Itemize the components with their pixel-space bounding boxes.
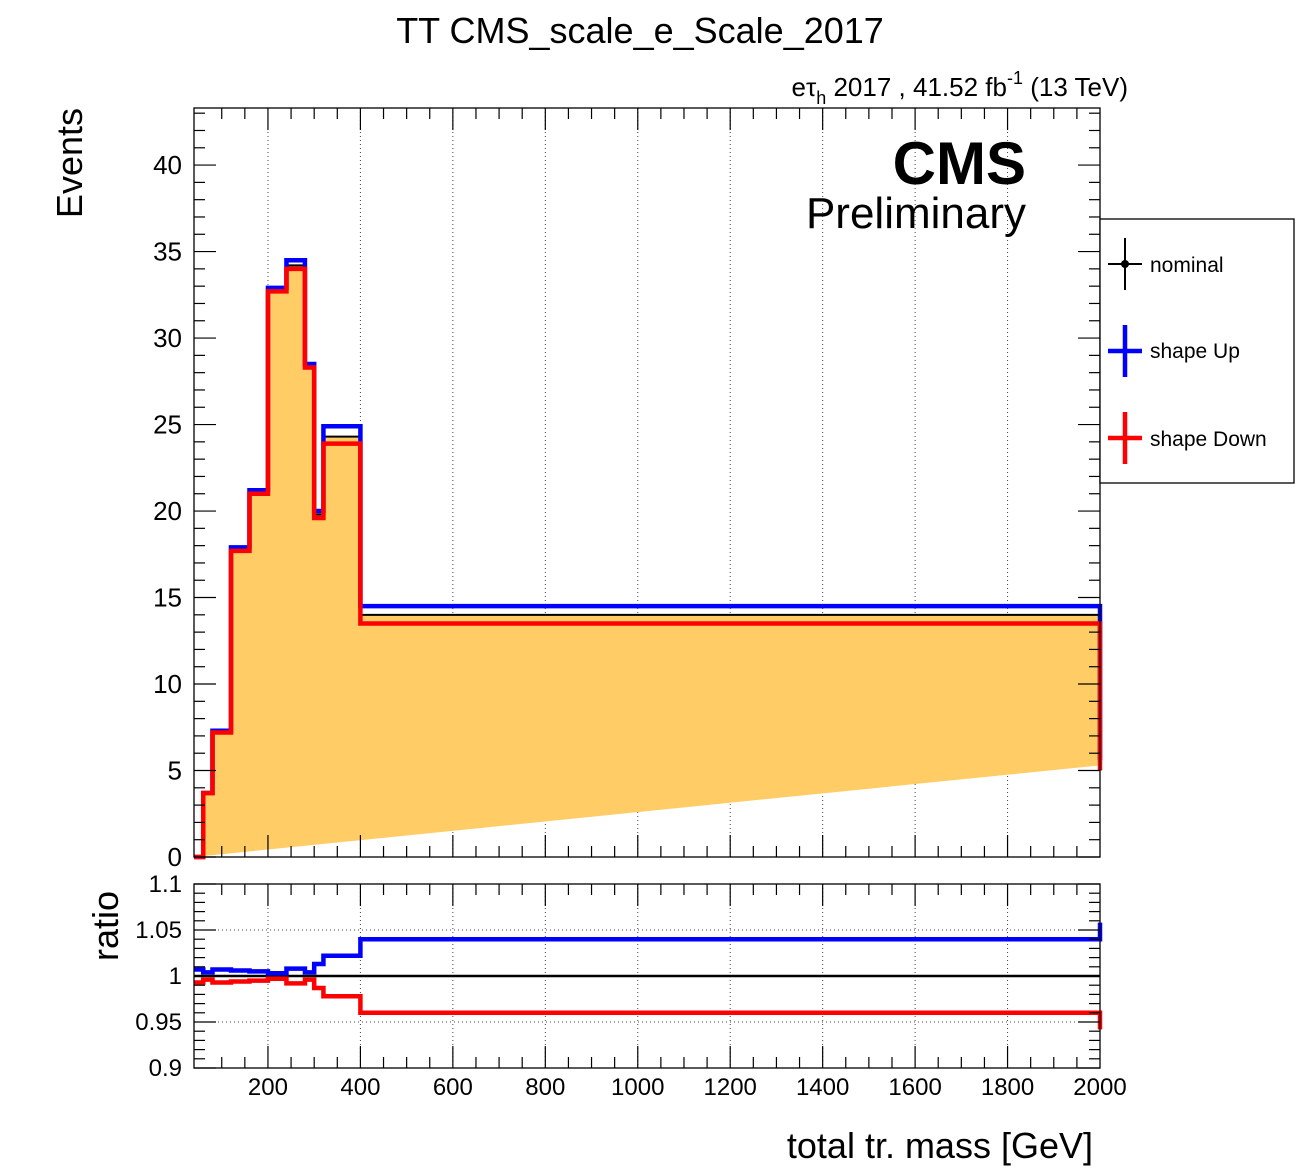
legend-entry-up: shape Up (1108, 325, 1240, 377)
y-tick-label: 35 (153, 237, 182, 267)
legend-entry-down: shape Down (1108, 412, 1267, 464)
preliminary-label: Preliminary (806, 189, 1026, 238)
x-tick-label: 1800 (981, 1074, 1034, 1101)
ratio-shape-down (194, 976, 1103, 1030)
x-tick-label: 1200 (704, 1074, 757, 1101)
ratio-y-tick-label: 0.9 (149, 1055, 182, 1082)
ratio-y-axis-title: ratio (85, 891, 126, 961)
legend-label-nominal: nominal (1150, 254, 1224, 277)
ratio-y-tick-label: 1 (169, 963, 182, 990)
x-tick-label: 1000 (611, 1074, 664, 1101)
chart-title: TT CMS_scale_e_Scale_2017 (396, 10, 884, 51)
legend-entry-nominal: nominal (1108, 238, 1224, 290)
cms-label: CMS (893, 130, 1026, 197)
x-tick-label: 2000 (1073, 1074, 1126, 1101)
x-tick-label: 400 (340, 1074, 380, 1101)
x-axis-title: total tr. mass [GeV] (787, 1125, 1093, 1166)
nominal-histogram-fill (194, 265, 1100, 857)
ratio-y-tick-label: 0.95 (135, 1009, 182, 1036)
y-tick-label: 10 (153, 669, 182, 699)
x-tick-label: 1400 (796, 1074, 849, 1101)
y-tick-label: 40 (153, 150, 182, 180)
shape-down-histogram (194, 266, 1103, 860)
y-tick-label: 30 (153, 323, 182, 353)
x-tick-label: 1600 (888, 1074, 941, 1101)
legend-label-down: shape Down (1150, 428, 1267, 451)
y-tick-label: 20 (153, 496, 182, 526)
main-plot-area: 0 5 10 15 20 25 30 35 40 CMS Preliminary Events (49, 107, 1103, 872)
y-tick-label: 5 (168, 756, 182, 786)
ratio-plot-area: 0.9 0.95 1 1.05 1.1 200 400 600 800 1000 1200 1400 1… (85, 871, 1127, 1166)
legend-label-up: shape Up (1150, 340, 1240, 363)
x-tick-label: 800 (525, 1074, 565, 1101)
y-tick-label: 0 (168, 842, 182, 872)
legend: nominal shape Up shape Down (1099, 218, 1295, 484)
ratio-shape-up (194, 922, 1103, 976)
lumi-label: eτh 2017 , 41.52 fb-1 (13 TeV) (791, 68, 1128, 108)
y-tick-label: 15 (153, 583, 182, 613)
ratio-y-tick-label: 1.1 (149, 871, 182, 898)
y-tick-label: 25 (153, 410, 182, 440)
ratio-y-tick-label: 1.05 (135, 917, 182, 944)
y-axis-title: Events (49, 108, 90, 218)
x-tick-label: 600 (433, 1074, 473, 1101)
x-tick-label: 200 (248, 1074, 288, 1101)
